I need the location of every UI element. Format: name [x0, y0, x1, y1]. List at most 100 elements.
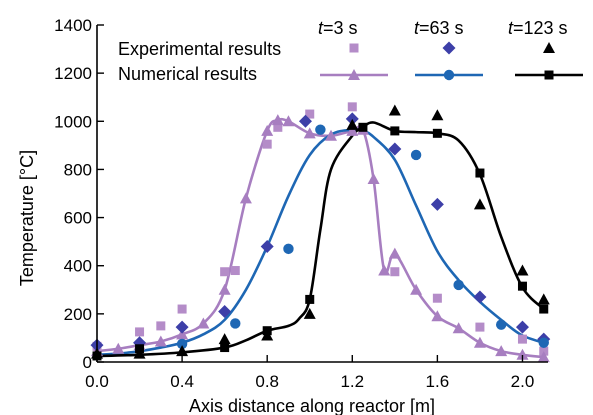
experimental-point-t123-6 [346, 118, 359, 130]
y-tick-label-0: 0 [83, 353, 92, 372]
experimental-point-t3-5 [230, 266, 240, 276]
numerical-marker-t3-19 [431, 310, 444, 322]
experimental-point-t63-2 [175, 320, 189, 334]
numerical-marker-t63-7 [538, 337, 549, 348]
legend-marks [320, 41, 583, 81]
experimental-point-t63-8 [430, 197, 444, 211]
numerical-marker-t3-5 [197, 317, 210, 329]
numerical-marker-t3-9 [271, 114, 284, 126]
experimental-point-t3-10 [390, 267, 400, 277]
x-tick-label-0.8: 0.8 [255, 372, 279, 391]
numerical-marker-t123-10 [539, 304, 549, 314]
experimental-point-t123-2 [176, 345, 189, 357]
experimental-point-t123-10 [516, 264, 529, 276]
experimental-point-t63-3 [218, 304, 232, 318]
legend-header-t3-rest: =3 s [323, 18, 358, 38]
legend: t=3 s t=63 s t=123 s Experimental result… [118, 18, 583, 84]
x-axis-title: Axis distance along reactor [m] [189, 396, 435, 415]
numerical-marker-t3-18 [410, 283, 423, 295]
experimental-point-t123-5 [303, 307, 316, 319]
experimental-point-t3-9 [347, 102, 357, 112]
legend-header-t123: t=123 s [508, 18, 568, 38]
experimental-point-t3-11 [432, 293, 442, 303]
legend-header-t63-rest: =63 s [419, 18, 464, 38]
experimental-point-t63-9 [473, 290, 487, 304]
experimental-point-t123-11 [537, 293, 550, 305]
y-tick-label-600: 600 [64, 209, 92, 228]
legend-experimental-marker-t3 [349, 43, 359, 53]
experimental-point-t3-8 [305, 109, 315, 119]
experimental-point-t63-5 [298, 114, 312, 128]
numerical-line-t123 [97, 121, 545, 358]
numerical-marker-t3-16 [378, 264, 391, 276]
numerical-marker-t3-10 [282, 115, 295, 127]
numerical-marker-t63-4 [410, 149, 422, 161]
experimental-point-t3-7 [273, 122, 283, 132]
x-tick-label-2.0: 2.0 [511, 372, 535, 391]
experimental-point-t63-7 [388, 142, 402, 156]
numerical-marker-t123-8 [475, 168, 485, 178]
numerical-marker-t123-5 [358, 122, 368, 132]
numerical-marker-t123-3 [262, 326, 272, 336]
numerical-marker-t3-20 [452, 322, 465, 334]
y-tick-label-400: 400 [64, 257, 92, 276]
y-tick-label-1200: 1200 [54, 64, 92, 83]
legend-numerical-marker-t63 [443, 69, 455, 81]
y-axis-title: Temperature [°C] [17, 150, 37, 286]
numerical-marker-t3-23 [516, 348, 529, 360]
legend-numerical-marker-t123 [544, 70, 554, 80]
numerical-marker-t3-15 [367, 173, 380, 185]
numerical-marker-t3-6 [218, 283, 231, 295]
numerical-marker-t123-6 [390, 126, 400, 136]
numerical-marker-t63-1 [230, 318, 241, 329]
experimental-point-t123-7 [388, 104, 401, 116]
experimental-point-t3-12 [475, 322, 485, 332]
experimental-point-t3-4 [220, 267, 230, 277]
y-tick-label-1400: 1400 [54, 16, 92, 35]
experimental-point-t63-6 [345, 112, 359, 126]
experimental-point-t3-3 [177, 304, 187, 314]
legend-experimental-marker-t63 [442, 41, 456, 55]
numerical-marker-t63-5 [453, 279, 464, 291]
experimental-point-t63-4 [260, 239, 274, 253]
experimental-point-t123-3 [218, 333, 231, 345]
plot-markers [90, 102, 551, 363]
legend-header-t3: t=3 s [318, 18, 358, 38]
numerical-marker-t3-4 [176, 328, 189, 340]
legend-label-numerical: Numerical results [118, 64, 257, 84]
numerical-marker-t63-0 [176, 338, 188, 350]
numerical-marker-t123-2 [220, 343, 230, 353]
numerical-marker-t3-1 [112, 342, 125, 354]
numerical-marker-t3-8 [261, 124, 274, 136]
experimental-point-t3-14 [539, 346, 549, 356]
experimental-point-t123-9 [473, 198, 486, 210]
numerical-marker-t3-17 [388, 247, 401, 259]
x-tick-label-0.4: 0.4 [170, 372, 194, 391]
numerical-marker-t123-1 [135, 344, 145, 354]
numerical-marker-t3-7 [239, 192, 252, 204]
numerical-marker-t63-2 [283, 243, 294, 255]
legend-header-t123-rest: =123 s [513, 18, 568, 38]
legend-header-t63: t=63 s [414, 18, 464, 38]
legend-numerical-marker-t3 [348, 69, 360, 80]
numerical-marker-t3-22 [495, 345, 508, 357]
numerical-marker-t3-12 [325, 129, 338, 141]
numerical-marker-t3-13 [346, 124, 359, 136]
numerical-marker-t63-6 [495, 319, 507, 330]
numerical-marker-t63-3 [315, 124, 326, 135]
experimental-point-t3-13 [517, 334, 527, 344]
experimental-point-t3-1 [135, 327, 145, 337]
experimental-point-t63-10 [515, 320, 529, 334]
x-tick-label-1.2: 1.2 [340, 372, 364, 391]
experimental-point-t123-8 [431, 109, 444, 121]
y-tick-label-800: 800 [64, 160, 92, 179]
numerical-marker-t123-9 [517, 281, 527, 291]
y-tick-label-200: 200 [64, 305, 92, 324]
legend-label-experimental: Experimental results [118, 39, 281, 59]
numerical-marker-t3-11 [303, 127, 316, 139]
y-tick-label-1000: 1000 [54, 112, 92, 131]
numerical-marker-t123-7 [432, 128, 442, 138]
experimental-point-t3-2 [156, 321, 166, 331]
x-tick-label-0.0: 0.0 [85, 372, 109, 391]
